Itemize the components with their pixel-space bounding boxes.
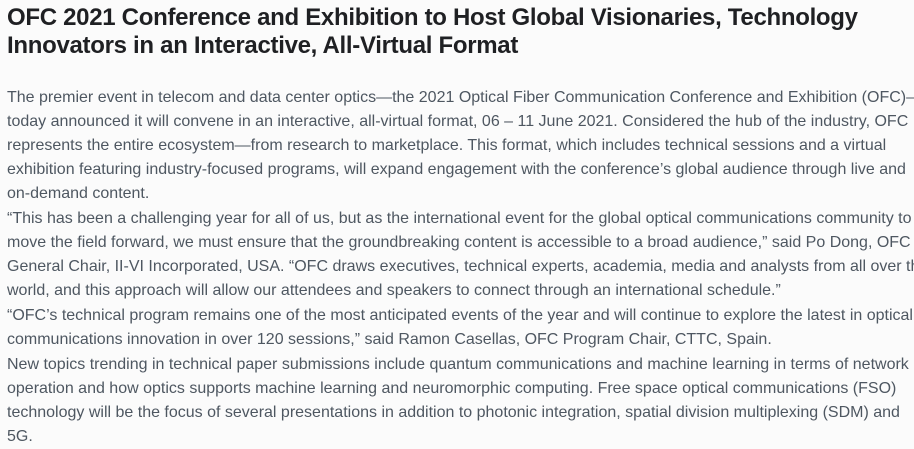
- text-line: technology will be the focus of several …: [7, 404, 900, 421]
- text-line: today announced it will convene in an in…: [7, 113, 909, 130]
- headline-line-2: Innovators in an Interactive, All-Virtua…: [7, 32, 519, 59]
- text-line: The premier event in telecom and data ce…: [7, 89, 914, 106]
- text-line: operation and how optics supports machin…: [7, 380, 897, 397]
- paragraph-casellas-quote: “OFC’s technical program remains one of …: [7, 304, 913, 352]
- text-line: world, and this approach will allow our …: [7, 282, 781, 299]
- text-line: exhibition featuring industry-focused pr…: [7, 161, 906, 178]
- text-line: “OFC’s technical program remains one of …: [7, 307, 913, 324]
- paragraph-intro: The premier event in telecom and data ce…: [7, 86, 914, 206]
- text-line: move the field forward, we must ensure t…: [7, 234, 911, 251]
- text-line: General Chair, II-VI Incorporated, USA. …: [7, 258, 914, 275]
- text-line: New topics trending in technical paper s…: [7, 356, 909, 373]
- paragraph-new-topics: New topics trending in technical paper s…: [7, 353, 909, 449]
- headline-line-1: OFC 2021 Conference and Exhibition to Ho…: [7, 4, 858, 31]
- text-line: “This has been a challenging year for al…: [7, 210, 912, 227]
- text-line: represents the entire ecosystem—from res…: [7, 137, 887, 154]
- text-line: communications innovation in over 120 se…: [7, 331, 772, 348]
- text-line: 5G.: [7, 428, 33, 445]
- paragraph-po-dong-quote: “This has been a challenging year for al…: [7, 207, 914, 303]
- article-headline: OFC 2021 Conference and Exhibition to Ho…: [7, 4, 908, 60]
- text-line: on-demand content.: [7, 185, 150, 202]
